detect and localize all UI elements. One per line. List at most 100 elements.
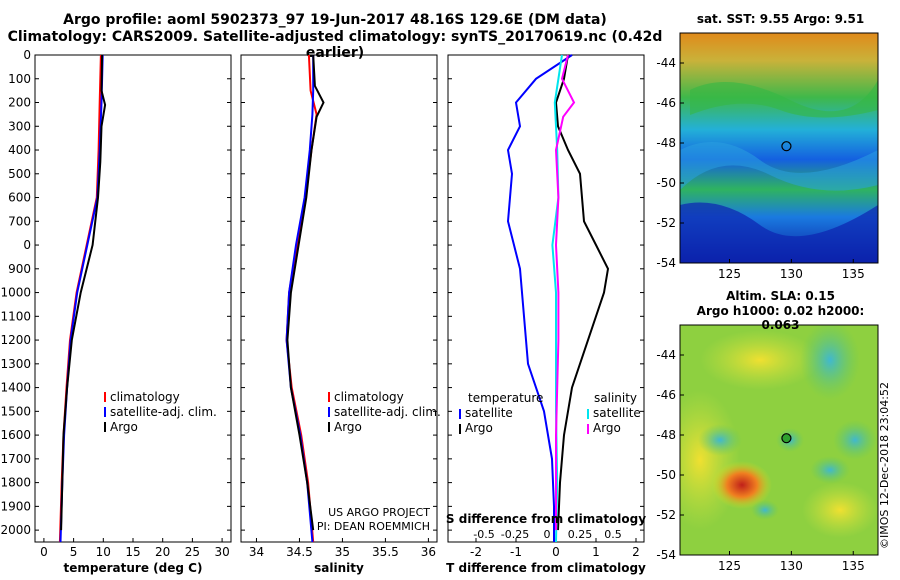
map-x-tick-label: 135 [842, 267, 865, 281]
x-tick-label: 25 [185, 545, 200, 559]
x-tick-label: -1 [510, 545, 522, 559]
s-tick-label: 0.5 [604, 528, 622, 541]
map-x-tick-label: 130 [780, 559, 803, 573]
plot-frame [240, 54, 438, 543]
map-x-tick-label: 130 [780, 267, 803, 281]
series-line-t-argo [554, 54, 610, 531]
map-x-tick-label: 135 [842, 559, 865, 573]
s-tick-label: 0 [544, 528, 551, 541]
x-tick-label: 1 [592, 545, 600, 559]
difference-panel: -2 -1 0 1 2 T difference from climatology temp… [446, 54, 646, 575]
legend-label: satellite [465, 406, 513, 420]
annotation-line1: US ARGO PROJECT [328, 506, 430, 519]
y-tick-label: 0 [23, 48, 31, 62]
y-tick-label: 1600 [0, 428, 31, 442]
x-tick-label: 34.5 [286, 545, 313, 559]
x-axis-label: salinity [314, 561, 364, 575]
sla-map-title-line1: Altim. SLA: 0.15 [726, 289, 835, 303]
x-tick-label: 5 [70, 545, 78, 559]
y-tick-label: 400 [8, 143, 31, 157]
sla-map: 125 130 135 -44 -46 -48 -50 -52 -54 [656, 324, 879, 573]
y-tick-label: 1000 [0, 286, 31, 300]
map-y-tick-label: -54 [656, 256, 676, 270]
y-tick-label: 900 [8, 262, 31, 276]
s-axis-label: S difference from climatology [446, 512, 646, 526]
legend-label: climatology [110, 390, 180, 404]
y-tick-label: 1400 [0, 381, 31, 395]
legend-label: climatology [334, 390, 404, 404]
y-tick-label: 0 [23, 238, 31, 252]
x-tick-label: 35.5 [372, 545, 399, 559]
y-tick-label: 1900 [0, 499, 31, 513]
x-tick-label: 35 [335, 545, 350, 559]
map-y-tick-label: -50 [656, 176, 676, 190]
y-tick-label: 1500 [0, 404, 31, 418]
temperature-panel: 0100200300400500600700090010001100120013… [0, 48, 232, 575]
y-tick-label: 1100 [0, 309, 31, 323]
map-y-tick-label: -46 [656, 388, 676, 402]
map-x-tick-label: 125 [718, 267, 741, 281]
y-tick-label: 100 [8, 72, 31, 86]
s-tick-label: -0.5 [473, 528, 494, 541]
map-y-tick-label: -44 [656, 348, 676, 362]
x-tick-label: 0 [552, 545, 560, 559]
y-tick-label: 2000 [0, 523, 31, 537]
y-tick-label: 200 [8, 96, 31, 110]
legend-title-salinity: salinity [594, 391, 637, 405]
legend-label: satellite-adj. clim. [110, 405, 217, 419]
legend-label: satellite [593, 406, 641, 420]
y-tick-label: 500 [8, 167, 31, 181]
annotation-line2: PI: DEAN ROEMMICH [317, 520, 430, 533]
sla-map-title-line2: Argo h1000: 0.02 h2000: 0.063 [696, 304, 865, 332]
y-tick-label: 1800 [0, 476, 31, 490]
x-tick-label: 20 [155, 545, 170, 559]
map-y-tick-label: -50 [656, 468, 676, 482]
sla-argo-marker [781, 433, 792, 444]
map-x-tick-label: 125 [718, 559, 741, 573]
series-line-argo [286, 54, 325, 531]
y-tick-label: 300 [8, 119, 31, 133]
y-tick-label: 700 [8, 214, 31, 228]
x-tick-label: 2 [632, 545, 640, 559]
sst-map: 125 130 135 -44 -46 -48 -50 -52 -54 [656, 32, 879, 281]
legend-label: Argo [593, 421, 621, 435]
s-tick-label: -0.25 [501, 528, 529, 541]
imos-timestamp: ©IMOS 12-Dec-2018 23:04:52 [878, 382, 891, 549]
legend-label: Argo [465, 421, 493, 435]
series-line-s-argo [554, 54, 576, 531]
series-line-satellite-adj-clim- [59, 54, 104, 543]
legend-label: Argo [110, 420, 138, 434]
x-tick-label: -2 [470, 545, 482, 559]
y-tick-label: 1700 [0, 452, 31, 466]
legend-title-temperature: temperature [468, 391, 543, 405]
x-tick-label: 34 [249, 545, 264, 559]
x-tick-label: 30 [214, 545, 229, 559]
chart-title-line2: Climatology: CARS2009. Satellite-adjuste… [7, 29, 663, 61]
map-y-tick-label: -44 [656, 56, 676, 70]
y-tick-label: 1200 [0, 333, 31, 347]
map-y-tick-label: -54 [656, 548, 676, 562]
s-tick-label: 0.25 [568, 528, 593, 541]
x-tick-label: 10 [96, 545, 111, 559]
map-y-tick-label: -46 [656, 96, 676, 110]
series-line-t-satellite [506, 54, 573, 542]
x-axis-label: temperature (deg C) [64, 561, 203, 575]
chart-title-line1: Argo profile: aoml 5902373_97 19-Jun-201… [63, 12, 607, 28]
y-tick-label: 600 [8, 191, 31, 205]
legend-label: Argo [334, 420, 362, 434]
x-axis-label: T difference from climatology [446, 561, 646, 575]
x-tick-label: 0 [40, 545, 48, 559]
map-y-tick-label: -48 [656, 136, 676, 150]
plot-frame [34, 54, 232, 543]
legend-label: satellite-adj. clim. [334, 405, 441, 419]
x-tick-label: 36 [421, 545, 436, 559]
map-y-tick-label: -48 [656, 428, 676, 442]
sst-argo-marker [781, 141, 792, 152]
series-line-argo [60, 54, 107, 531]
plot-frame [447, 54, 645, 543]
y-tick-label: 1300 [0, 357, 31, 371]
map-y-tick-label: -52 [656, 508, 676, 522]
salinity-panel: 34 34.5 35 35.5 36 salinity climatologysatelli… [240, 54, 441, 575]
x-tick-label: 15 [125, 545, 140, 559]
